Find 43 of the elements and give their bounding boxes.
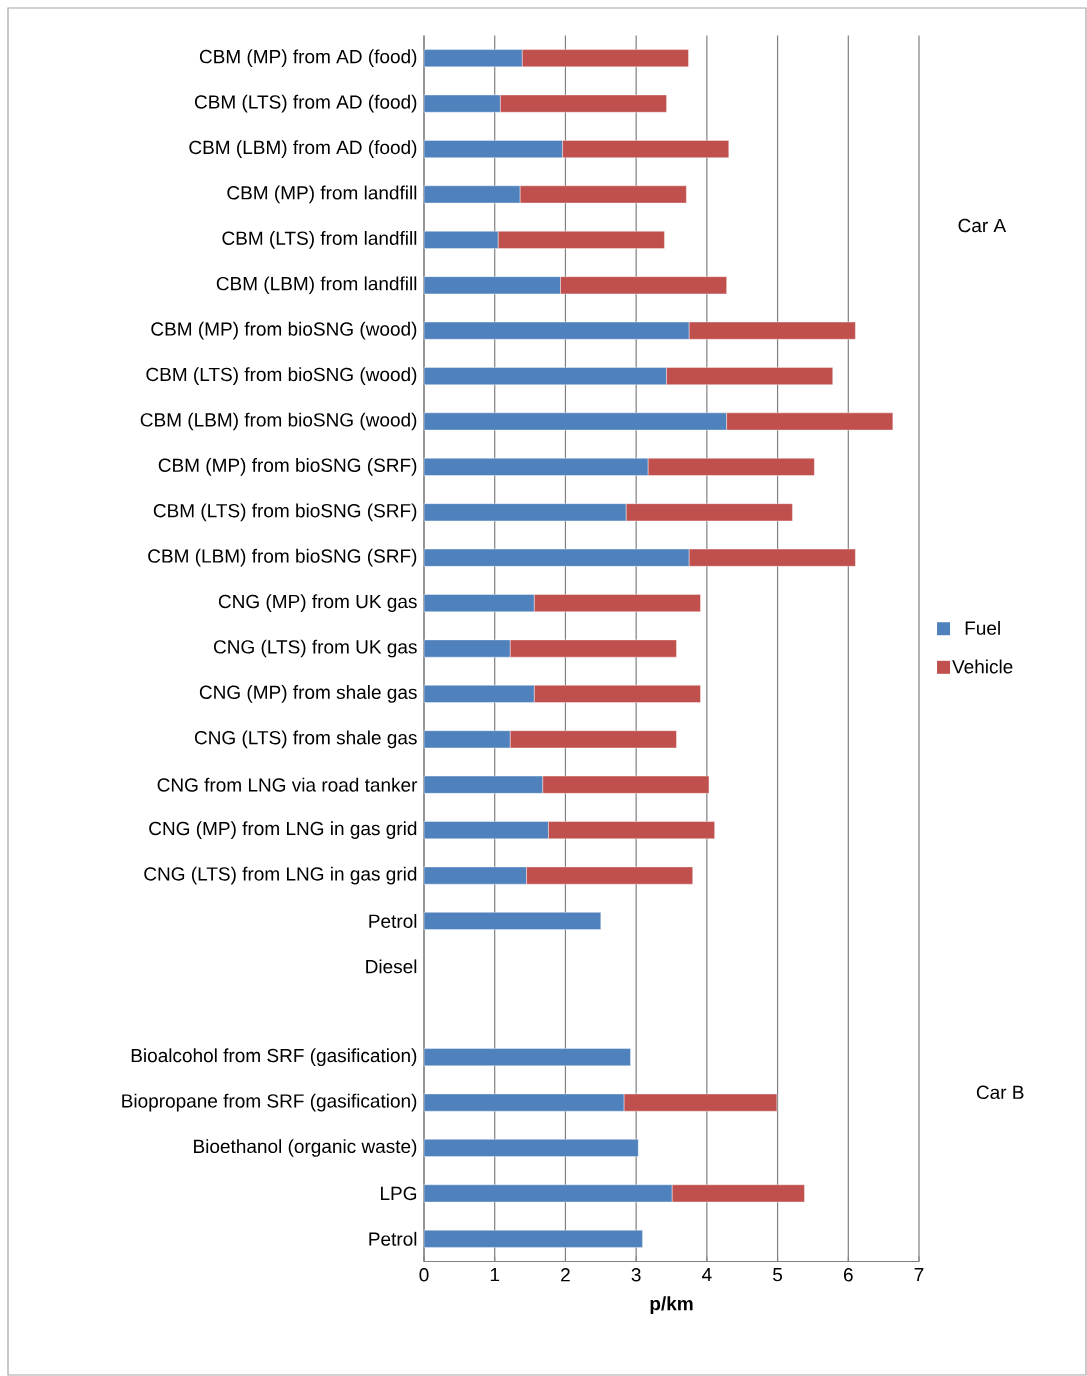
y-tick-label: Biopropane from SRF (gasification) (122, 1093, 417, 1112)
y-tick-label: CBM (LTS) from AD (food) (194, 94, 417, 113)
x-tick-label: 0 (419, 1268, 429, 1282)
y-tick-label: Bioethanol (organic waste) (194, 1139, 417, 1157)
x-tick-label: 4 (702, 1268, 712, 1282)
bar (423, 1139, 639, 1157)
y-tick-label: CBM (LTS) from bioSNG (wood) (146, 367, 417, 385)
y-tick-label: Bioalcohol from SRF (gasification) (131, 1048, 417, 1067)
y-tick-label: CBM (MP) from landfill (227, 185, 417, 204)
y-tick-label: CBM (LBM) from bioSNG (SRF) (148, 548, 417, 567)
text: Car A (958, 218, 1007, 233)
y-tick-label: CBM (MP) from AD (food) (199, 49, 417, 68)
y-tick-label: CBM (LBM) from AD (food) (189, 140, 417, 158)
bar (423, 1229, 643, 1248)
x-axis-title: p/km (650, 1296, 693, 1315)
y-tick-label: CNG (LTS) from shale gas (194, 730, 417, 749)
legend-label: Fuel (965, 620, 1000, 635)
y-tick-label: CNG from LNG via road tanker (157, 777, 418, 792)
x-tick-label: 7 (914, 1268, 924, 1282)
y-tick-label: CBM (LTS) from landfill (222, 231, 417, 249)
y-tick-label: CNG (MP) from LNG in gas grid (149, 821, 417, 839)
x-tick-label: 5 (773, 1268, 783, 1282)
y-tick-label: LPG (381, 1186, 417, 1201)
y-tick-label: CBM (LTS) from bioSNG (SRF) (153, 503, 417, 522)
y-tick-label: CNG (LTS) from UK gas (213, 639, 417, 658)
y-tick-label: CBM (MP) from bioSNG (SRF) (158, 458, 417, 476)
x-tick-label: 1 (490, 1268, 500, 1282)
y-tick-label: CBM (LBM) from bioSNG (wood) (140, 412, 417, 431)
y-tick-label: CBM (LBM) from landfill (216, 276, 417, 295)
legend-label: Vehicle (952, 659, 1013, 674)
y-tick-label: CNG (MP) from shale gas (199, 685, 417, 703)
y-tick-label: CNG (LTS) from LNG in gas grid (144, 866, 417, 885)
x-tick-label: 2 (561, 1268, 570, 1282)
y-tick-label: CBM (MP) from bioSNG (wood) (151, 321, 417, 340)
y-tick-label: CNG (MP) from UK gas (218, 594, 417, 612)
bar (423, 1048, 631, 1067)
text: Car B (976, 1085, 1024, 1100)
bar (423, 912, 601, 930)
y-tick-label: Diesel (366, 959, 417, 974)
y-tick-label: Petrol (369, 1231, 417, 1246)
x-tick-label: 3 (631, 1268, 641, 1282)
y-tick-label: Petrol (369, 913, 417, 928)
x-tick-label: 6 (843, 1268, 853, 1282)
